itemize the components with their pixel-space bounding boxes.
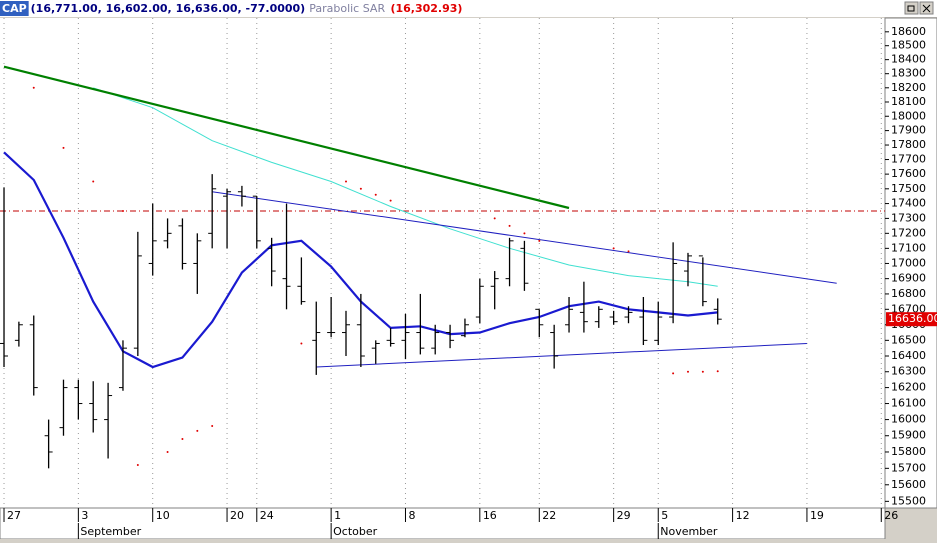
y-tick-label: 16400 [891, 349, 926, 362]
sar-dot [627, 250, 630, 253]
sar-dot [523, 232, 526, 235]
sar-dot [701, 370, 704, 373]
indicator-value: (16,302.93) [390, 2, 462, 15]
x-tick-label: 24 [260, 509, 274, 522]
indicator-line [316, 343, 807, 368]
sar-dot [716, 370, 719, 373]
month-label: October [333, 525, 377, 538]
x-tick-label: 1 [334, 509, 341, 522]
sar-dot [166, 450, 169, 453]
y-tick-label: 17200 [891, 226, 926, 239]
indicator-line [212, 191, 837, 284]
y-tick-label: 16100 [891, 397, 926, 410]
y-tick-label: 16300 [891, 365, 926, 378]
y-tick-label: 16500 [891, 333, 926, 346]
sar-dot [508, 224, 511, 227]
sar-dot [374, 193, 377, 196]
y-tick-label: 17100 [891, 241, 926, 254]
indicator-line [3, 65, 570, 210]
x-tick-label: 3 [81, 509, 88, 522]
sar-dot [359, 187, 362, 190]
sar-dot [612, 247, 615, 250]
x-tick-label: 20 [230, 509, 244, 522]
month-label: November [660, 525, 718, 538]
sar-dot [62, 146, 65, 149]
y-tick-label: 15500 [891, 494, 926, 507]
x-tick-label: 10 [156, 509, 170, 522]
x-tick-label: 26 [884, 509, 898, 522]
y-tick-label: 17500 [891, 182, 926, 195]
x-tick-label: 29 [617, 509, 631, 522]
sar-dot [300, 342, 303, 345]
x-tick-label: 19 [810, 509, 824, 522]
x-tick-label: 16 [483, 509, 497, 522]
y-tick-label: 16900 [891, 272, 926, 285]
sar-dot [32, 86, 35, 89]
indicator-name: Parabolic SAR [309, 2, 385, 15]
y-tick-label: 18000 [891, 109, 926, 122]
y-tick-label: 17900 [891, 124, 926, 137]
sar-dot [121, 209, 124, 212]
price-marker [886, 312, 937, 327]
sar-dot [211, 425, 214, 428]
sar-dot [538, 239, 541, 242]
x-tick-label: 12 [736, 509, 750, 522]
sar-dot [493, 217, 496, 220]
plot-area [0, 18, 885, 508]
y-tick-label: 17400 [891, 197, 926, 210]
indicator-line [93, 87, 718, 287]
y-tick-label: 18400 [891, 53, 926, 66]
y-tick-label: 18300 [891, 67, 926, 80]
restore-button[interactable] [904, 1, 919, 15]
y-tick-label: 15800 [891, 445, 926, 458]
y-tick-label: 15700 [891, 461, 926, 474]
sar-dot [389, 199, 392, 202]
y-tick-label: 18500 [891, 39, 926, 52]
y-tick-label: 15600 [891, 478, 926, 491]
sar-dot [672, 372, 675, 375]
sar-dot [345, 180, 348, 183]
close-icon [922, 4, 931, 13]
sar-dot [92, 180, 95, 183]
y-tick-label: 17800 [891, 138, 926, 151]
y-tick-label: 17000 [891, 256, 926, 269]
sar-dot [136, 464, 139, 467]
y-tick-label: 18600 [891, 25, 926, 38]
y-tick-label: 15900 [891, 429, 926, 442]
y-tick-label: 17300 [891, 211, 926, 224]
y-tick-label: 16800 [891, 287, 926, 300]
quote: (16,771.00, 16,602.00, 16,636.00, -77.00… [31, 2, 306, 15]
x-tick-label: 8 [408, 509, 415, 522]
sar-dot [181, 437, 184, 440]
x-tick-label: 22 [542, 509, 556, 522]
sar-dot [686, 370, 689, 373]
y-tick-label: 18100 [891, 95, 926, 108]
price-axis [884, 17, 937, 509]
y-tick-label: 17600 [891, 167, 926, 180]
y-tick-label: 18200 [891, 81, 926, 94]
symbol-highlight [0, 1, 29, 16]
restore-icon [907, 5, 915, 12]
x-tick-label: 5 [661, 509, 668, 522]
header-bar [0, 0, 937, 17]
month-label: September [80, 525, 141, 538]
y-tick-label: 16700 [891, 302, 926, 315]
y-tick-label: 17700 [891, 153, 926, 166]
y-tick-label: 16200 [891, 381, 926, 394]
sar-dot [196, 429, 199, 432]
x-tick-label: 27 [7, 509, 21, 522]
y-tick-label: 16000 [891, 413, 926, 426]
price-marker-label: 16636.00 [888, 312, 937, 325]
symbol: CAP [2, 2, 27, 15]
